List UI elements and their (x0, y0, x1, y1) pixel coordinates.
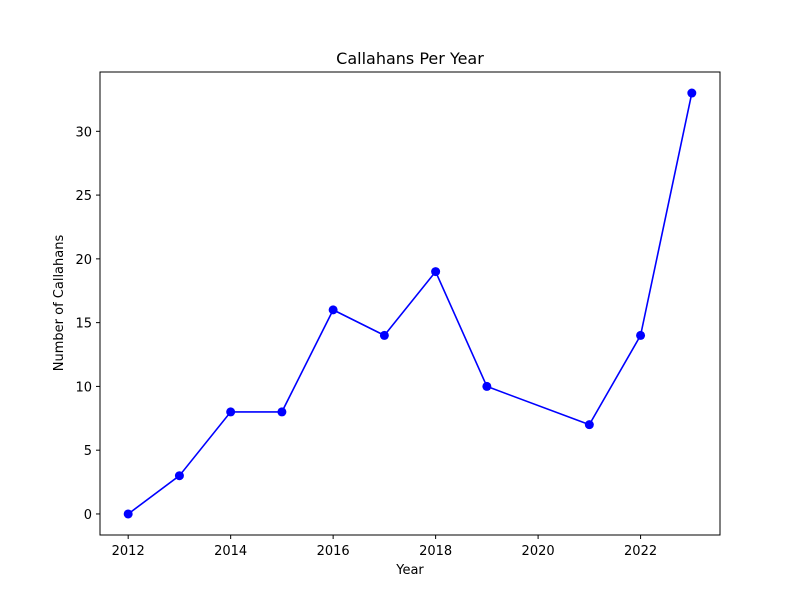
data-point (431, 267, 441, 277)
x-tick-label: 2022 (624, 544, 657, 559)
data-point (687, 88, 697, 98)
x-tick-label: 2012 (112, 544, 145, 559)
x-axis: 2012 2014 2016 2018 2020 2022 (112, 535, 657, 559)
y-tick-label: 0 (84, 508, 92, 523)
data-point (584, 420, 594, 430)
x-tick-label: 2016 (317, 544, 350, 559)
data-point (226, 407, 236, 417)
x-tick-label: 2014 (214, 544, 247, 559)
data-point (328, 305, 338, 315)
y-tick-label: 15 (75, 317, 92, 332)
y-tick-label: 5 (84, 444, 92, 459)
plot-frame (99, 71, 721, 536)
data-point (482, 381, 492, 391)
x-tick-label: 2020 (522, 544, 555, 559)
data-point (379, 330, 389, 340)
y-axis-label: Number of Callahans (52, 235, 67, 372)
y-tick-label: 30 (75, 125, 92, 140)
data-point (636, 330, 646, 340)
x-tick-label: 2018 (419, 544, 452, 559)
y-tick-label: 25 (75, 189, 92, 204)
series-line (127, 92, 693, 515)
x-axis-label: Year (395, 563, 424, 578)
data-point (277, 407, 287, 417)
y-axis: 0 5 10 15 20 25 30 (75, 125, 100, 523)
y-tick-label: 10 (75, 380, 92, 395)
data-point (174, 471, 184, 481)
y-tick-label: 20 (75, 253, 92, 268)
chart-title: Callahans Per Year (336, 49, 484, 68)
plot-area (123, 88, 697, 519)
data-point (123, 509, 133, 519)
